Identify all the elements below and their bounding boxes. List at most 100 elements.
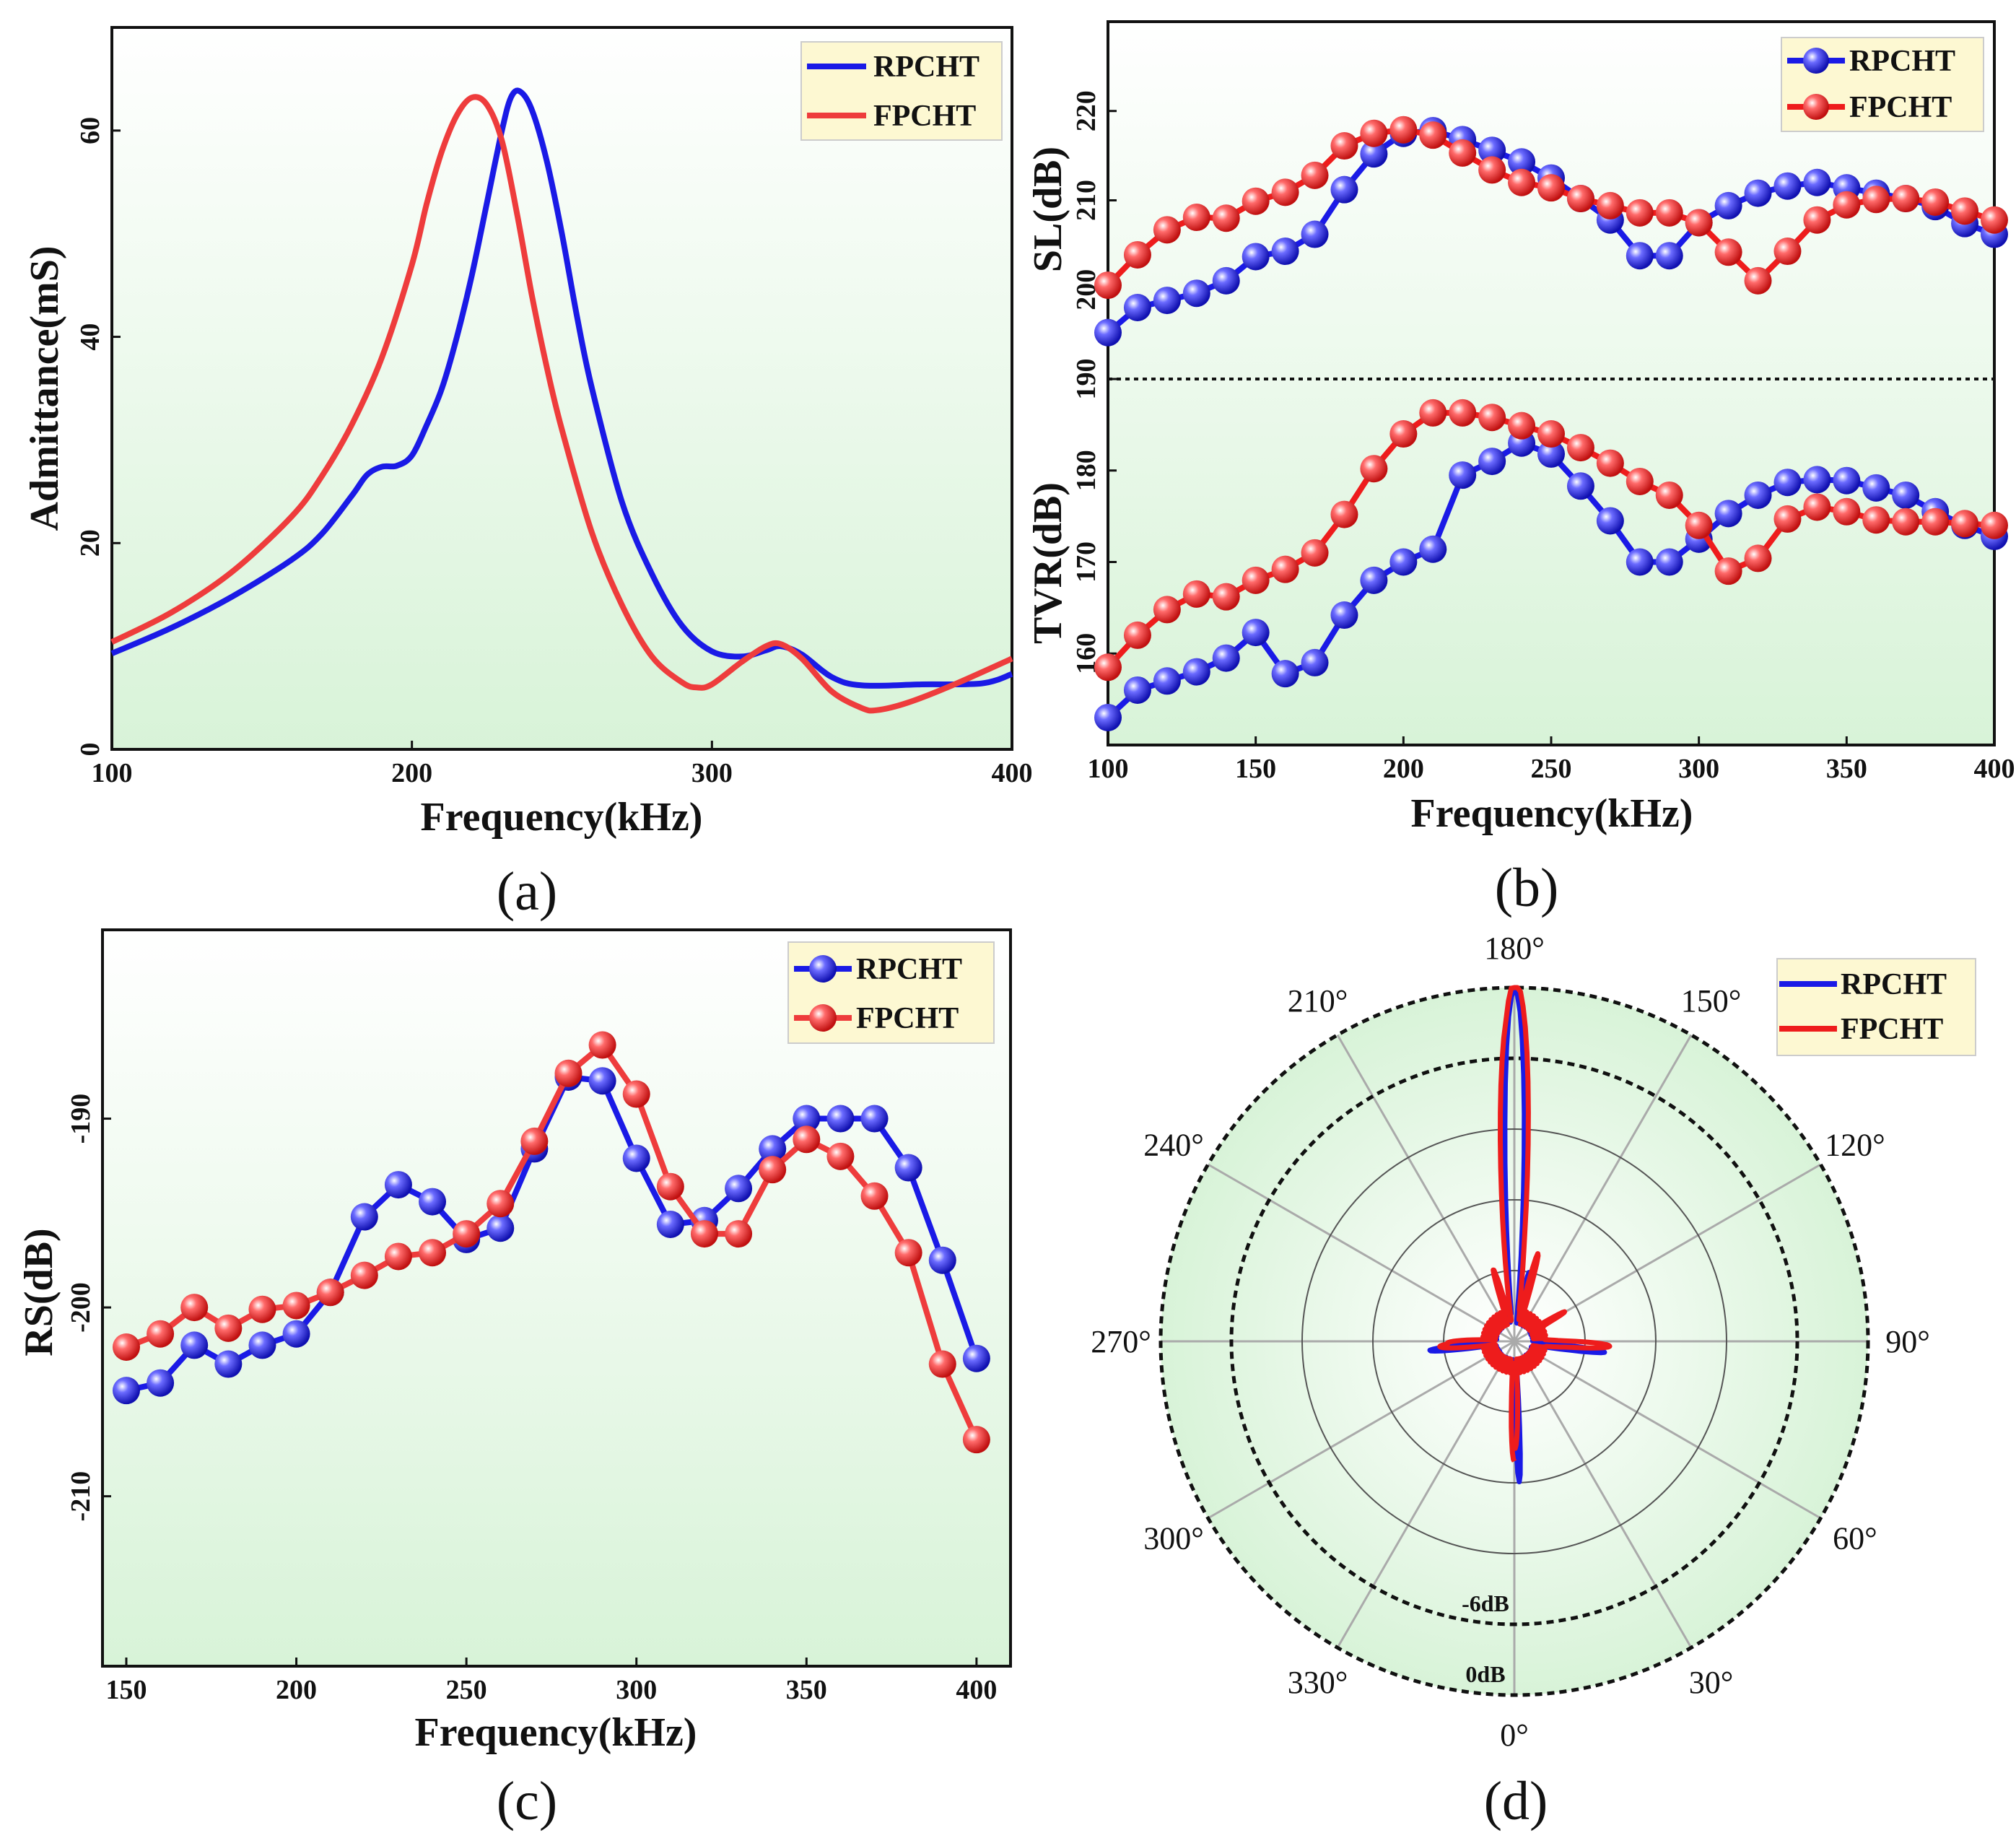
y-tick-label-a-2: 40	[75, 323, 105, 351]
chart-d: 0° 30° 60° 90° 120° 150° 180° 210° 240° 270° 300° 3…	[1091, 931, 1976, 1832]
x-tick-label-a-0: 100	[92, 758, 133, 788]
point-c-fpcht-340	[759, 1156, 787, 1184]
y-tick-label-b-sl-3: 220	[1071, 90, 1101, 131]
x-tick-label-c-5: 400	[956, 1675, 997, 1705]
point-tvr-fpcht-170	[1301, 539, 1329, 567]
point-tvr-rpcht-110	[1123, 676, 1151, 704]
point-sl-fpcht-400	[1981, 206, 2008, 234]
point-c-fpcht-200	[282, 1292, 310, 1320]
point-c-rpcht-300	[622, 1144, 650, 1172]
polar-angle-label-210: 210°	[1288, 983, 1348, 1019]
polar-spoke-210	[1336, 1034, 1516, 1342]
point-tvr-fpcht-300	[1685, 511, 1713, 539]
x-tick-label-b-tvr-3: 250	[1531, 754, 1572, 784]
x-tick-label-c-2: 250	[446, 1675, 487, 1705]
point-tvr-rpcht-250	[1537, 440, 1565, 468]
legend-c-rpcht: RPCHT	[856, 953, 962, 986]
point-sl-rpcht-230	[1478, 136, 1506, 165]
x-tick-label-b-tvr-6: 400	[1974, 754, 2015, 784]
point-c-rpcht-370	[860, 1105, 889, 1133]
point-tvr-fpcht-260	[1566, 434, 1594, 462]
polar-spoke-30	[1513, 1341, 1693, 1649]
polar-angle-label-240: 240°	[1143, 1128, 1204, 1163]
legend-c-fpcht: FPCHT	[856, 1002, 959, 1035]
point-sl-fpcht-220	[1449, 139, 1477, 167]
point-tvr-rpcht-100	[1094, 703, 1122, 731]
point-tvr-fpcht-100	[1094, 653, 1122, 681]
polar-line-fpcht	[1437, 985, 1613, 1463]
y-tick-label-a-3: 60	[75, 117, 105, 144]
point-c-fpcht-270	[520, 1127, 549, 1155]
polar-angle-label-0: 0°	[1500, 1717, 1529, 1753]
point-sl-fpcht-290	[1655, 199, 1683, 227]
point-c-rpcht-230	[384, 1171, 412, 1199]
polar-spoke-330	[1336, 1341, 1516, 1649]
point-c-rpcht-150	[112, 1377, 140, 1405]
polar-angle-label-30: 30°	[1689, 1665, 1734, 1700]
polar-angle-label-330: 330°	[1288, 1665, 1348, 1700]
point-tvr-fpcht-330	[1773, 505, 1802, 533]
y-tick-label-b-tvr-2: 180	[1071, 450, 1101, 491]
point-sl-rpcht-130	[1182, 279, 1210, 308]
plot-area-c	[101, 928, 1012, 1668]
point-c-fpcht-210	[316, 1279, 344, 1307]
point-sl-fpcht-320	[1744, 266, 1772, 295]
panel-label-d: (d)	[1484, 1771, 1548, 1832]
point-sl-rpcht-280	[1626, 242, 1654, 270]
point-sl-fpcht-200	[1389, 116, 1418, 144]
point-tvr-fpcht-400	[1981, 511, 2008, 539]
point-tvr-fpcht-360	[1862, 506, 1890, 534]
point-c-rpcht-350	[793, 1105, 821, 1133]
point-sl-fpcht-270	[1596, 191, 1624, 219]
polar-spoke-150	[1513, 1034, 1693, 1342]
x-tick-label-b-tvr-0: 100	[1088, 754, 1129, 784]
legend-c: RPCHT FPCHT	[787, 941, 995, 1044]
point-tvr-fpcht-350	[1833, 497, 1861, 526]
polar-angle-label-270: 270°	[1091, 1324, 1151, 1359]
point-c-rpcht-170	[180, 1331, 209, 1359]
chart-c: 150 200 250 300 350 400 -190 -200 -210 Frequency…	[17, 928, 1012, 1832]
x-tick-label-c-1: 200	[276, 1675, 317, 1705]
point-c-rpcht-330	[725, 1175, 753, 1203]
point-c-rpcht-340	[759, 1135, 787, 1163]
point-sl-rpcht-150	[1242, 243, 1270, 271]
point-c-fpcht-170	[180, 1294, 209, 1322]
plot-area-a	[110, 26, 1013, 751]
point-sl-rpcht-340	[1803, 168, 1831, 196]
point-tvr-fpcht-370	[1892, 508, 1920, 536]
y-axis-label-a: Admittance(mS)	[22, 245, 67, 531]
point-c-rpcht-360	[826, 1105, 855, 1133]
point-tvr-fpcht-320	[1744, 544, 1772, 572]
point-c-rpcht-180	[214, 1350, 243, 1378]
point-sl-rpcht-290	[1655, 242, 1683, 270]
point-tvr-fpcht-180	[1330, 500, 1358, 528]
x-tick-label-c-0: 150	[105, 1675, 147, 1705]
point-c-fpcht-260	[486, 1190, 515, 1218]
y-tick-label-c-2: -210	[66, 1471, 96, 1522]
point-tvr-rpcht-270	[1596, 507, 1624, 535]
point-tvr-fpcht-230	[1478, 404, 1506, 432]
legend-a-rpcht: RPCHT	[873, 51, 979, 84]
y-tick-label-b-sl-2: 210	[1071, 180, 1101, 221]
point-sl-fpcht-330	[1773, 238, 1802, 266]
panel-label-c: (c)	[497, 1771, 557, 1832]
polar-angle-label-90: 90°	[1885, 1324, 1930, 1359]
polar-angle-label-120: 120°	[1825, 1128, 1885, 1163]
point-tvr-fpcht-150	[1242, 566, 1270, 594]
point-tvr-rpcht-310	[1714, 500, 1742, 528]
polar-spoke-240	[1207, 1163, 1515, 1343]
point-c-rpcht-380	[894, 1154, 922, 1182]
point-sl-fpcht-280	[1626, 199, 1654, 227]
legend-d-fpcht: FPCHT	[1841, 1013, 1943, 1046]
point-sl-fpcht-340	[1803, 206, 1831, 234]
point-c-fpcht-280	[554, 1059, 582, 1087]
point-sl-fpcht-310	[1714, 238, 1742, 266]
x-tick-label-c-4: 350	[786, 1675, 827, 1705]
point-c-rpcht-190	[248, 1331, 276, 1359]
point-sl-fpcht-210	[1419, 121, 1447, 149]
point-c-rpcht-200	[282, 1320, 310, 1348]
polar-spoke-60	[1514, 1340, 1822, 1520]
point-sl-fpcht-390	[1951, 197, 1979, 225]
point-sl-fpcht-120	[1153, 216, 1181, 244]
